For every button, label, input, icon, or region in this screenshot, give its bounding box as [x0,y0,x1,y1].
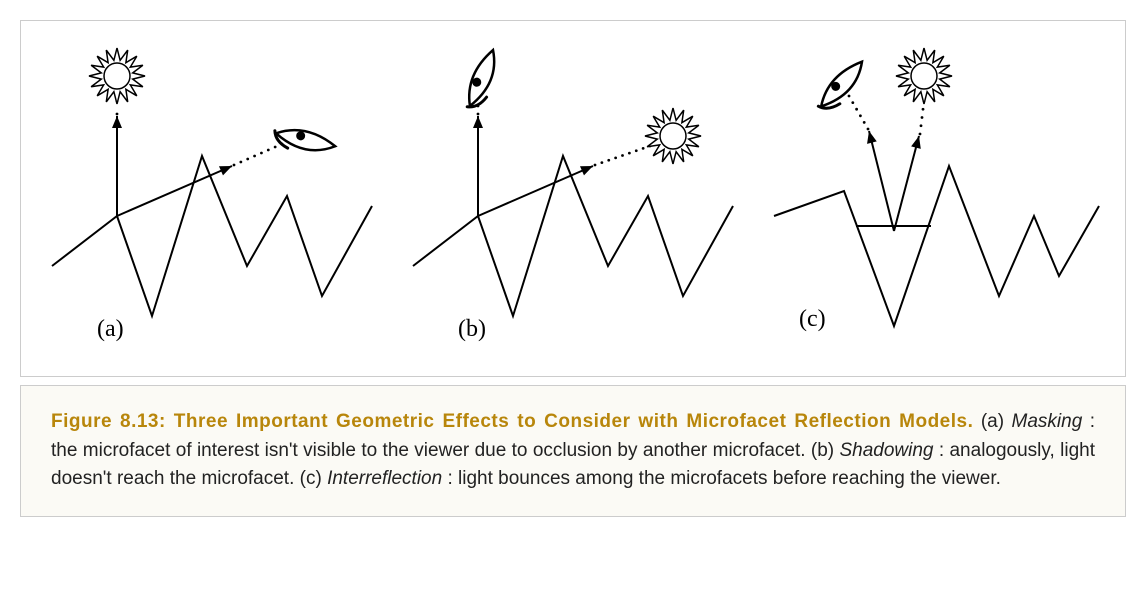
panel-b: (b) [393,36,753,361]
panel-c: (c) [754,36,1114,361]
caption-text: Figure 8.13: Three Important Geometric E… [51,408,1095,494]
diagram-b: (b) [393,36,753,356]
panel-row: (a) (b) (c) [31,36,1115,361]
svg-text:(b): (b) [458,316,486,342]
diagram-c: (c) [754,36,1114,356]
svg-text:(c): (c) [799,306,826,332]
term-masking: Masking [1012,411,1083,432]
caption-box: Figure 8.13: Three Important Geometric E… [20,385,1126,517]
diagram-a: (a) [32,36,392,356]
svg-text:(a): (a) [97,316,124,342]
caption-title: Figure 8.13: Three Important Geometric E… [51,411,973,432]
term-interreflection: Interreflection [327,468,442,489]
panel-a: (a) [32,36,392,361]
figure-box: (a) (b) (c) [20,20,1126,377]
term-shadowing: Shadowing [839,440,933,461]
